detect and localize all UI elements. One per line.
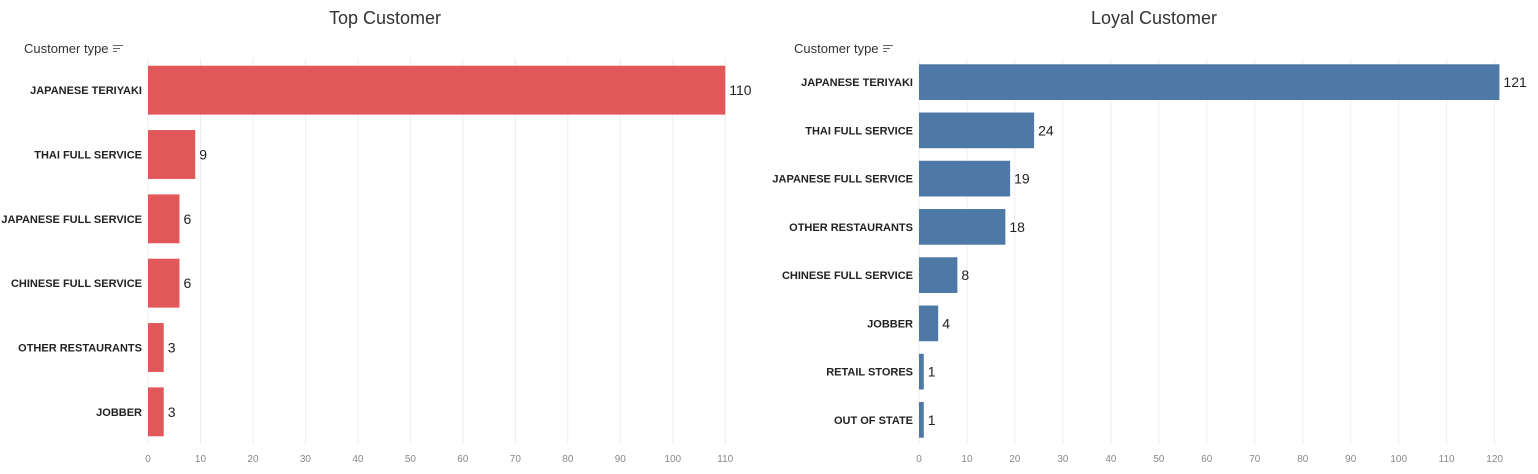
category-axis-header-label: Customer type (24, 41, 109, 56)
category-label: OUT OF STATE (834, 415, 913, 427)
category-label: JOBBER (96, 407, 142, 419)
category-label: RETAIL STORES (826, 367, 913, 379)
category-axis-header[interactable]: Customer type (24, 41, 123, 56)
data-label: 9 (199, 147, 207, 163)
bar[interactable] (919, 305, 939, 342)
bar[interactable] (919, 160, 1011, 197)
bar[interactable] (919, 257, 958, 293)
category-label: CHINESE FULL SERVICE (11, 278, 142, 290)
bar[interactable] (919, 402, 924, 438)
bar[interactable] (919, 112, 1035, 149)
data-label: 19 (1014, 171, 1030, 187)
data-label: 3 (168, 404, 176, 420)
x-tick-label: 80 (562, 454, 574, 465)
sort-icon[interactable] (112, 44, 123, 53)
x-tick-label: 90 (615, 454, 627, 465)
category-axis-header[interactable]: Customer type (794, 41, 893, 56)
sort-icon[interactable] (882, 44, 893, 53)
x-tick-label: 30 (300, 454, 312, 465)
bar[interactable] (919, 353, 924, 390)
x-tick-label: 50 (1153, 454, 1165, 465)
x-tick-label: 60 (1201, 454, 1213, 465)
x-tick-label: 70 (1249, 454, 1261, 465)
x-tick-label: 30 (1057, 454, 1069, 465)
bar[interactable] (148, 194, 180, 244)
category-label: OTHER RESTAURANTS (789, 222, 913, 234)
loyal-customer-chart: Loyal Customer Customer type 0 10 20 30 40 50… (770, 0, 1538, 474)
x-tick-label: 10 (961, 454, 973, 465)
data-label: 4 (942, 315, 950, 331)
data-label: 3 (168, 340, 176, 356)
category-axis-header-label: Customer type (794, 41, 879, 56)
top-customer-chart: Top Customer Customer type 0 10 20 30 40 50 60… (1, 8, 752, 465)
data-label: 1 (928, 364, 936, 380)
data-label: 110 (729, 82, 752, 98)
x-tick-label: 0 (916, 454, 922, 465)
category-label: JAPANESE TERIYAKI (30, 85, 142, 97)
bar[interactable] (148, 387, 164, 437)
x-tick-label: 110 (1439, 454, 1455, 465)
bar[interactable] (148, 258, 180, 308)
data-label: 8 (961, 267, 969, 283)
category-label: JAPANESE FULL SERVICE (772, 174, 913, 186)
x-tick-label: 50 (405, 454, 417, 465)
x-tick-label: 40 (1105, 454, 1117, 465)
x-tick-label: 90 (1345, 454, 1357, 465)
x-tick-label: 70 (510, 454, 522, 465)
bar[interactable] (148, 65, 726, 115)
data-label: 121 (1503, 74, 1527, 90)
x-tick-label: 80 (1297, 454, 1309, 465)
x-tick-label: 10 (195, 454, 207, 465)
category-label: THAI FULL SERVICE (34, 150, 142, 162)
loyal-customer-plot: 0 10 20 30 40 50 60 70 80 90 100 110 120 JAPANESE TER… (772, 58, 1527, 465)
chart-title: Loyal Customer (1090, 8, 1218, 28)
x-tick-label: 0 (145, 454, 151, 465)
x-tick-label: 110 (717, 454, 733, 465)
category-label: THAI FULL SERVICE (805, 125, 913, 137)
x-tick-label: 100 (1390, 454, 1407, 465)
data-label: 24 (1038, 122, 1054, 138)
x-tick-label: 20 (247, 454, 259, 465)
bar[interactable] (148, 130, 196, 179)
category-label: CHINESE FULL SERVICE (782, 270, 913, 282)
bar[interactable] (919, 209, 1006, 245)
category-label: JAPANESE FULL SERVICE (1, 214, 142, 226)
chart-title: Top Customer (328, 8, 442, 28)
bar[interactable] (919, 64, 1500, 100)
x-tick-label: 60 (457, 454, 469, 465)
x-tick-label: 120 (1486, 454, 1503, 465)
x-tick-label: 40 (352, 454, 364, 465)
top-customer-plot: 0 10 20 30 40 50 60 70 80 90 100 110 JAPANESE TERIYA… (1, 58, 752, 465)
data-label: 6 (183, 211, 191, 227)
category-label: JAPANESE TERIYAKI (801, 77, 913, 89)
bar[interactable] (148, 323, 164, 372)
data-label: 6 (183, 275, 191, 291)
data-label: 1 (928, 412, 936, 428)
x-tick-label: 100 (664, 454, 681, 465)
category-label: JOBBER (867, 318, 913, 330)
category-label: OTHER RESTAURANTS (18, 343, 142, 355)
data-label: 18 (1009, 219, 1025, 235)
x-tick-label: 20 (1009, 454, 1021, 465)
